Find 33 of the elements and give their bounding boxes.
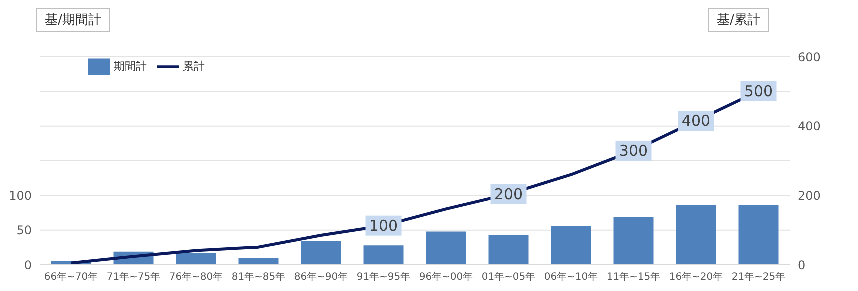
y-tick-label: 50 [16,224,32,238]
legend-label: 期間計 [114,60,147,74]
y-tick-label: 0 [24,258,32,272]
x-tick-label: 21年~25年 [732,271,786,284]
x-tick-label: 66年~70年 [44,271,98,284]
bar [364,246,404,265]
x-tick-label: 01年~05年 [482,271,536,284]
x-tick-label: 76年~80年 [169,271,224,284]
bar [738,205,779,265]
x-tick-label: 91年~95年 [356,271,411,284]
x-tick-label: 16年~20年 [669,271,724,284]
bar [488,235,529,265]
bar [551,226,592,265]
y2-tick-label: 0 [798,258,806,272]
bar [301,241,342,265]
legend-label: 累計 [183,60,205,74]
y2-tick-label: 400 [798,120,821,134]
x-tick-label: 86年~90年 [294,271,348,284]
bar [238,258,279,265]
y2-tick-label: 600 [798,50,821,64]
y-axis-title: 基/期間計 [36,8,110,32]
x-tick-label: 11年~15年 [606,271,661,284]
y2-tick-label: 200 [798,188,821,203]
bar [426,232,466,265]
bar [676,205,716,265]
x-tick-label: 81年~85年 [232,271,286,284]
bar [614,217,654,265]
y2-axis-title: 基/累計 [708,8,770,32]
x-tick-label: 96年~00年 [419,271,474,284]
y-tick-label: 100 [9,188,32,203]
x-tick-label: 06年~10年 [544,271,598,284]
x-tick-label: 71年~75年 [106,271,161,284]
bar [176,253,216,265]
